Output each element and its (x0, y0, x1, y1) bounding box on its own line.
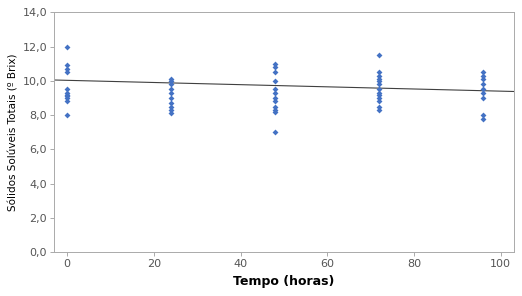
Point (375, 96, 384, 100)
Point (479, 87, 488, 92)
Point (375, 91, 384, 95)
Point (479, 116, 488, 121)
Point (167, 78, 175, 83)
Point (479, 113, 488, 118)
Point (479, 82, 488, 87)
Point (375, 108, 384, 112)
Point (271, 65, 279, 70)
Point (167, 108, 175, 112)
Point (63, 94, 71, 99)
Point (167, 96, 175, 100)
Point (271, 87, 279, 92)
Point (63, 63, 71, 68)
Point (167, 77, 175, 81)
Point (63, 67, 71, 71)
Point (375, 87, 384, 92)
Point (375, 78, 384, 83)
Point (375, 104, 384, 109)
Point (271, 108, 279, 112)
Point (167, 101, 175, 105)
Point (167, 87, 175, 92)
X-axis label: Tempo (horas): Tempo (horas) (233, 275, 335, 288)
Point (271, 99, 279, 104)
Point (63, 96, 71, 100)
Point (375, 82, 384, 87)
Point (479, 73, 488, 78)
Point (63, 113, 71, 118)
Point (271, 104, 279, 109)
Point (63, 70, 71, 75)
Point (271, 78, 279, 83)
Point (271, 61, 279, 66)
Point (375, 53, 384, 57)
Point (63, 99, 71, 104)
Point (479, 70, 488, 75)
Point (63, 91, 71, 95)
Point (167, 111, 175, 116)
Point (375, 99, 384, 104)
Point (63, 87, 71, 92)
Point (271, 91, 279, 95)
Point (375, 70, 384, 75)
Point (167, 91, 175, 95)
Point (479, 91, 488, 95)
Point (271, 109, 279, 114)
Point (375, 73, 384, 78)
Point (271, 70, 279, 75)
Point (167, 82, 175, 87)
Point (271, 96, 279, 100)
Point (479, 77, 488, 81)
Point (375, 77, 384, 81)
Y-axis label: Sólidos Solúveis Totais (º Brix): Sólidos Solúveis Totais (º Brix) (8, 54, 18, 211)
Point (167, 104, 175, 109)
Point (375, 92, 384, 97)
Point (271, 130, 279, 135)
Point (479, 96, 488, 100)
Point (63, 92, 71, 97)
Point (63, 44, 71, 49)
